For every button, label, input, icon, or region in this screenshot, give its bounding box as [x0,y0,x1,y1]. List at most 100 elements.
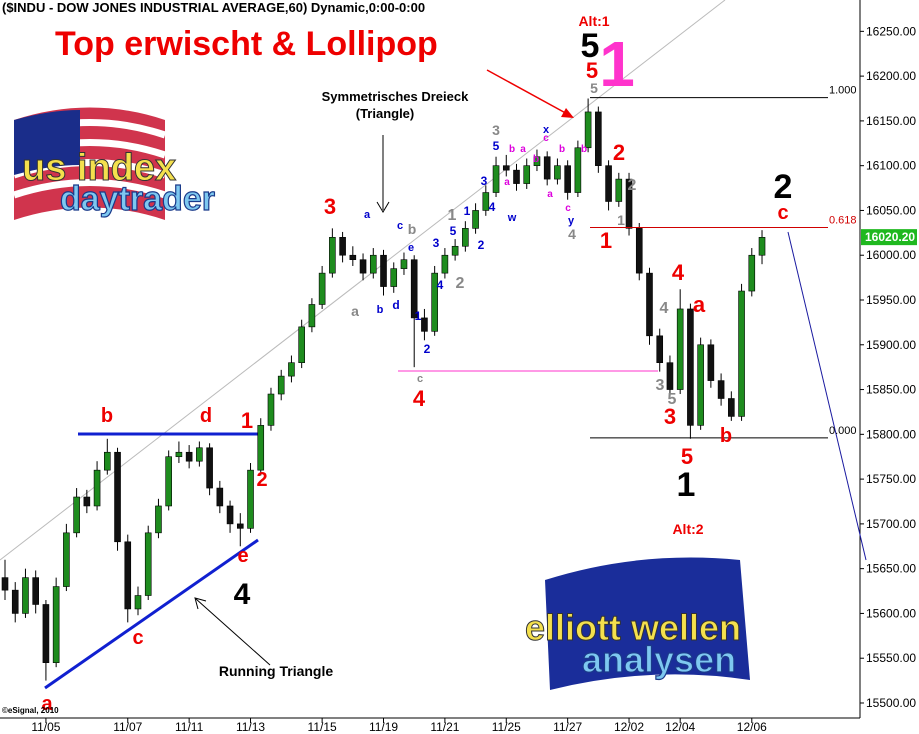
y-tick-label: 16000.00 [866,248,916,262]
candle-body [646,272,653,337]
candle-body [717,380,725,399]
arrow-head [561,108,574,118]
wave-label: c [132,627,143,649]
y-tick-label: 15700.00 [866,517,916,531]
wave-label: 5 [586,58,598,83]
wave-label: 2 [256,469,267,491]
x-tick-label: 11/27 [553,720,582,734]
wave-label: a [693,292,706,317]
candle-body [697,344,704,426]
candle-body [134,595,142,610]
x-tick-label: 11/07 [113,720,142,734]
y-tick-label: 15950.00 [866,293,916,307]
candle-body [390,268,398,287]
wave-label: 5 [581,27,600,65]
candle-body [656,335,664,363]
wave-label: d [200,405,212,427]
candle-body [236,523,244,529]
candle-body [728,398,735,417]
wave-label: 2 [628,177,637,194]
x-tick-label: 11/19 [369,720,398,734]
wave-label: 2 [613,140,625,165]
candle-body [124,541,132,610]
candle-body [144,532,152,596]
candle-body [11,589,19,614]
candle-body [175,451,183,458]
candle-body [359,259,367,274]
candle-body [431,272,438,332]
y-tick-label: 15900.00 [866,338,916,352]
candle-body [339,237,346,256]
candle-body [748,254,756,292]
candle-body [308,304,316,328]
wave-label: a [41,693,53,715]
candle-body [318,272,326,305]
logo-text: elliott wellen [525,607,741,648]
candle-body [206,447,213,489]
projection-line [787,231,867,561]
wave-label: 5 [668,391,677,408]
candle-body [298,326,305,363]
candle-body [63,532,70,587]
candle-body [73,496,80,534]
wave-label: 3 [324,194,336,219]
candle-body [247,469,254,529]
wave-label: 1 [677,466,696,504]
y-tick-label: 15600.00 [866,606,916,620]
candle-body [687,308,694,426]
y-tick-label: 16200.00 [866,69,916,83]
candle-body [400,259,408,269]
fib-label: 1.000 [829,85,857,97]
candle-body [482,192,490,211]
wave-label: Symmetrisches Dreieck [322,89,469,104]
wave-label: 5 [681,444,693,469]
candle-body [441,254,449,274]
candle-body [451,245,459,256]
candle-body [114,451,121,543]
candle-body [605,165,612,202]
wave-label: 4 [660,300,669,317]
last-price-label: 16020.20 [865,230,915,244]
wave-label: b [533,154,539,165]
candle-body [472,210,479,229]
x-tick-label: 12/06 [737,720,767,734]
fib-label: 0.000 [829,425,857,437]
candle-body [595,111,602,166]
arrow-head [194,597,207,610]
wave-label: b [559,144,565,155]
candle-body [288,362,295,377]
y-tick-label: 15800.00 [866,427,916,441]
wave-label: a [547,189,553,200]
wave-label: 3 [481,174,488,188]
candle-body [196,447,203,462]
wave-label: 4 [234,578,251,611]
wave-label: 5 [590,80,598,96]
candle-body [216,487,224,507]
candle-body [492,165,500,193]
wave-label: a [520,144,526,155]
logo-top: us index daytrader [12,107,216,220]
last-price-box [861,229,917,246]
candle-body [369,254,377,274]
wave-label: c [777,202,788,224]
wave-label: c [397,220,403,232]
y-tick-label: 15850.00 [866,383,916,397]
wave-label: 3 [656,377,665,394]
candle-body [185,451,193,462]
x-tick-label: 11/21 [430,720,459,734]
candle-body [502,165,510,171]
wave-label: Alt:1 [578,13,609,29]
wave-label: 2 [478,238,485,252]
wave-label: 1 [241,408,253,433]
wave-label: 4 [437,278,444,292]
wave-label: 1 [448,207,457,224]
wave-label: 3 [433,236,440,250]
candle-body [554,165,561,180]
logo-text: analysen [582,639,736,680]
wave-label: 4 [413,386,426,411]
wave-label: 1 [599,28,635,100]
candle-body [83,496,91,507]
arrow [486,69,572,117]
y-tick-label: 15750.00 [866,472,916,486]
wave-label: x [543,124,550,136]
